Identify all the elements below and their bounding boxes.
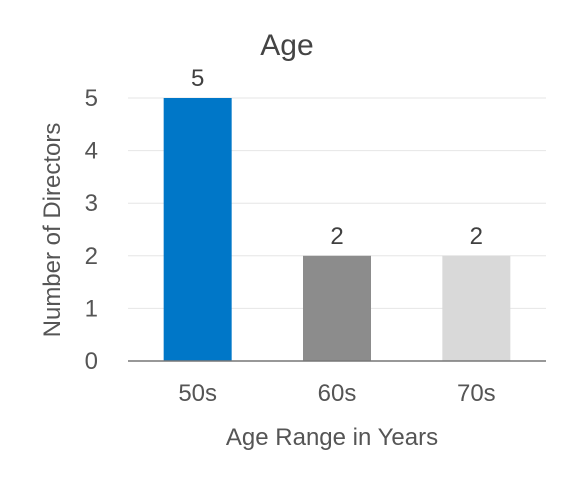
x-axis-title: Age Range in Years — [226, 424, 438, 451]
data-labels: 5 2 2 — [191, 65, 483, 250]
x-tick-label-50s: 50s — [178, 380, 217, 407]
y-tick-label-0: 0 — [85, 348, 98, 375]
data-label-70s: 2 — [470, 223, 483, 250]
y-tick-label-2: 2 — [85, 243, 98, 270]
y-tick-labels: 0 1 2 3 4 5 — [85, 85, 98, 375]
bar-60s — [303, 255, 371, 361]
chart-title: Age — [260, 29, 313, 62]
bar-70s — [442, 255, 511, 361]
bar-50s — [163, 98, 232, 361]
y-axis-title: Number of Directors — [39, 123, 66, 338]
x-tick-label-70s: 70s — [457, 380, 496, 407]
y-tick-label-5: 5 — [85, 85, 98, 112]
data-label-60s: 2 — [330, 223, 343, 250]
y-tick-label-1: 1 — [85, 295, 98, 322]
data-label-50s: 5 — [191, 65, 204, 92]
y-tick-label-4: 4 — [85, 138, 98, 165]
x-tick-label-60s: 60s — [318, 380, 357, 407]
y-tick-label-3: 3 — [85, 190, 98, 217]
x-tick-labels: 50s 60s 70s — [178, 380, 495, 407]
bars — [163, 98, 511, 361]
